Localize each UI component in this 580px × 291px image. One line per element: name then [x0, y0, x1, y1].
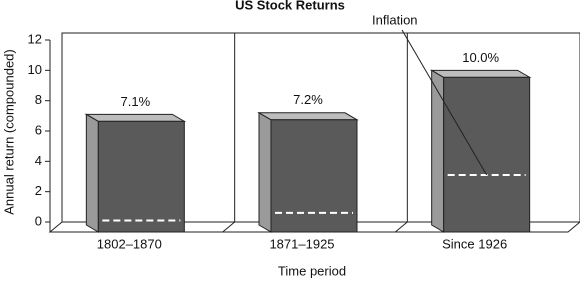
x-tick-label: Since 1926	[442, 236, 507, 251]
y-tick-label: 0	[35, 213, 42, 228]
value-label: 10.0%	[462, 50, 499, 65]
x-axis-label: Time period	[278, 263, 346, 278]
x-tick-label: 1802–1870	[97, 236, 162, 251]
annotation-leader	[401, 29, 488, 176]
bar-top	[429, 69, 532, 78]
y-tick-label: 12	[28, 31, 42, 46]
x-tick-label: 1871–1925	[269, 236, 334, 251]
y-tick-label: 8	[35, 92, 42, 107]
bar	[443, 76, 531, 233]
chart-title: US Stock Returns	[235, 0, 345, 12]
y-tick-label: 2	[35, 183, 42, 198]
category-divider	[395, 221, 408, 233]
bar	[270, 119, 358, 233]
y-tick-label: 6	[35, 122, 42, 137]
bar	[97, 120, 185, 233]
bar-side	[258, 111, 272, 233]
category-divider	[222, 221, 235, 233]
y-tick-label: 10	[28, 62, 42, 77]
annotation: Inflation	[372, 12, 418, 27]
value-label: 7.2%	[293, 92, 323, 107]
bar-side	[431, 69, 445, 233]
y-axis-label: Annual return (compounded)	[1, 49, 16, 215]
value-label: 7.1%	[121, 94, 151, 109]
bar-top	[257, 112, 359, 121]
bar-side	[85, 113, 99, 233]
y-tick-label: 4	[35, 153, 42, 168]
bar-top	[84, 113, 187, 122]
